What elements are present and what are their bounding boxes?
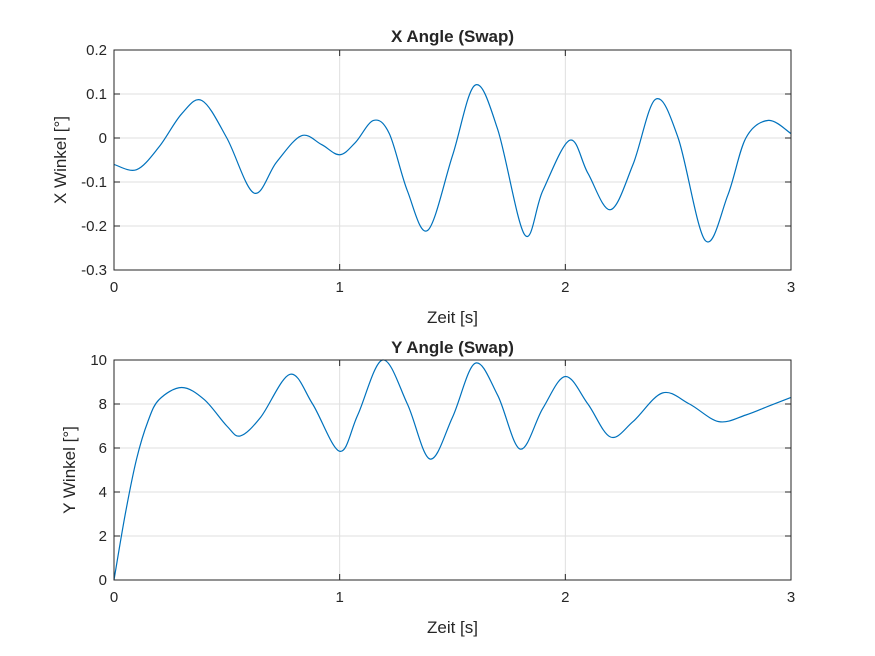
y-tick-label: 0 bbox=[99, 572, 107, 589]
x-tick-label: 2 bbox=[561, 279, 569, 296]
y-tick-label: 6 bbox=[99, 440, 107, 457]
axes-box-y bbox=[113, 359, 792, 581]
x-tick-label: 3 bbox=[787, 589, 795, 606]
y-tick-label: 10 bbox=[90, 352, 107, 369]
plot-area-x bbox=[114, 50, 791, 270]
y-tick-label: -0.2 bbox=[81, 218, 107, 235]
x-axis-label-y: Zeit [s] bbox=[427, 618, 478, 637]
x-axis-label-x: Zeit [s] bbox=[427, 308, 478, 327]
series-line-y-angle bbox=[113, 359, 792, 581]
y-tick-label: -0.1 bbox=[81, 174, 107, 191]
y-tick-label: -0.3 bbox=[81, 262, 107, 279]
x-tick-label: 3 bbox=[787, 279, 795, 296]
subplot-x-angle: X Angle (Swap) Zeit [s] X Winkel [°] 0 1… bbox=[51, 27, 795, 327]
plot-area-y bbox=[114, 360, 791, 580]
y-tick-label: 4 bbox=[99, 484, 107, 501]
ticks-x bbox=[113, 49, 792, 271]
x-tick-label: 2 bbox=[561, 589, 569, 606]
chart-title-y: Y Angle (Swap) bbox=[391, 338, 514, 357]
series-line-x-angle bbox=[113, 84, 792, 243]
x-tick-label: 1 bbox=[335, 279, 343, 296]
chart-title-x: X Angle (Swap) bbox=[391, 27, 514, 46]
x-tick-label: 1 bbox=[335, 589, 343, 606]
ticks-y bbox=[113, 359, 792, 581]
x-tick-label: 0 bbox=[110, 589, 118, 606]
y-axis-label-x: X Winkel [°] bbox=[51, 116, 70, 204]
x-tick-label: 0 bbox=[110, 279, 118, 296]
y-tick-label: 0 bbox=[99, 130, 107, 147]
y-tick-label: 8 bbox=[99, 396, 107, 413]
y-axis-label-y: Y Winkel [°] bbox=[60, 426, 79, 514]
y-tick-label: 0.2 bbox=[86, 42, 107, 59]
subplot-y-angle: Y Angle (Swap) Zeit [s] Y Winkel [°] 0 1… bbox=[60, 338, 795, 637]
axes-box-x bbox=[113, 49, 792, 271]
y-tick-label: 2 bbox=[99, 528, 107, 545]
y-tick-label: 0.1 bbox=[86, 86, 107, 103]
